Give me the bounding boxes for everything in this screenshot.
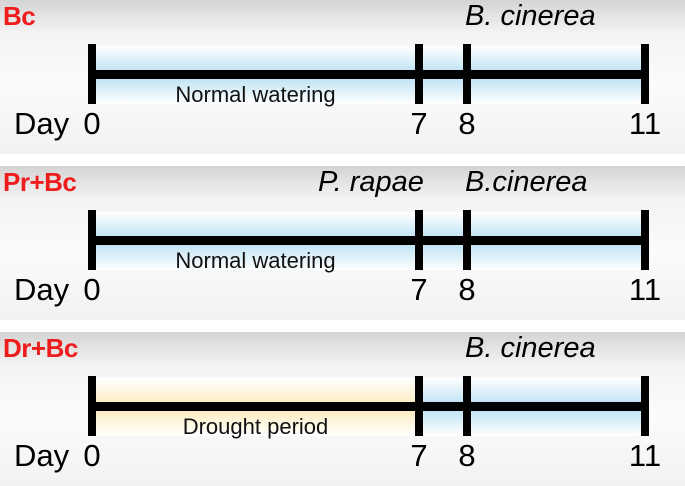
day-tick-label-8: 8 — [458, 438, 476, 473]
day-tick-label-7: 7 — [410, 272, 428, 307]
timeline-panel-dr-bc: Dr+Bc B. cinerea Drought period Day 0 7 … — [0, 332, 685, 486]
day-tick-label-8: 8 — [458, 106, 476, 141]
treatment-label: Bc — [3, 1, 36, 31]
tick-day-11 — [641, 44, 649, 104]
timeline-panel-bc: Bc B. cinerea Normal watering Day 0 7 8 … — [0, 0, 685, 154]
day-tick-label-7: 7 — [410, 106, 428, 141]
agent-label-b-cinerea: B.cinerea — [465, 166, 588, 198]
tick-day-8 — [463, 376, 471, 436]
tick-day-11 — [641, 210, 649, 270]
tick-day-0 — [88, 210, 96, 270]
day-tick-label-0: 0 — [83, 272, 101, 307]
day-axis-label: Day — [14, 106, 70, 141]
period-label: Normal watering — [175, 82, 336, 107]
day-tick-label-8: 8 — [458, 272, 476, 307]
tick-day-8 — [463, 44, 471, 104]
agent-label-p-rapae: P. rapae — [318, 166, 424, 198]
tick-day-7 — [415, 44, 423, 104]
treatment-label: Dr+Bc — [3, 333, 78, 363]
day-tick-label-7: 7 — [410, 438, 428, 473]
day-tick-label-11: 11 — [628, 272, 662, 307]
period-label: Drought period — [182, 414, 329, 439]
timeline-line — [88, 236, 645, 245]
agent-label-b-cinerea: B. cinerea — [465, 332, 596, 364]
period-label: Normal watering — [175, 248, 336, 273]
day-axis-label: Day — [14, 272, 70, 307]
tick-day-11 — [641, 376, 649, 436]
tick-day-7 — [415, 376, 423, 436]
timeline-line — [88, 402, 645, 411]
day-tick-label-0: 0 — [83, 106, 101, 141]
day-tick-label-11: 11 — [628, 438, 662, 473]
tick-day-8 — [463, 210, 471, 270]
treatment-label: Pr+Bc — [3, 167, 77, 197]
agent-label-b-cinerea: B. cinerea — [465, 0, 596, 32]
timeline-line — [88, 70, 645, 79]
day-tick-label-11: 11 — [628, 106, 662, 141]
timeline-panel-pr-bc: Pr+Bc P. rapae B.cinerea Normal watering… — [0, 166, 685, 320]
tick-day-0 — [88, 376, 96, 436]
day-tick-label-0: 0 — [83, 438, 101, 473]
tick-day-7 — [415, 210, 423, 270]
tick-day-0 — [88, 44, 96, 104]
day-axis-label: Day — [14, 438, 70, 473]
